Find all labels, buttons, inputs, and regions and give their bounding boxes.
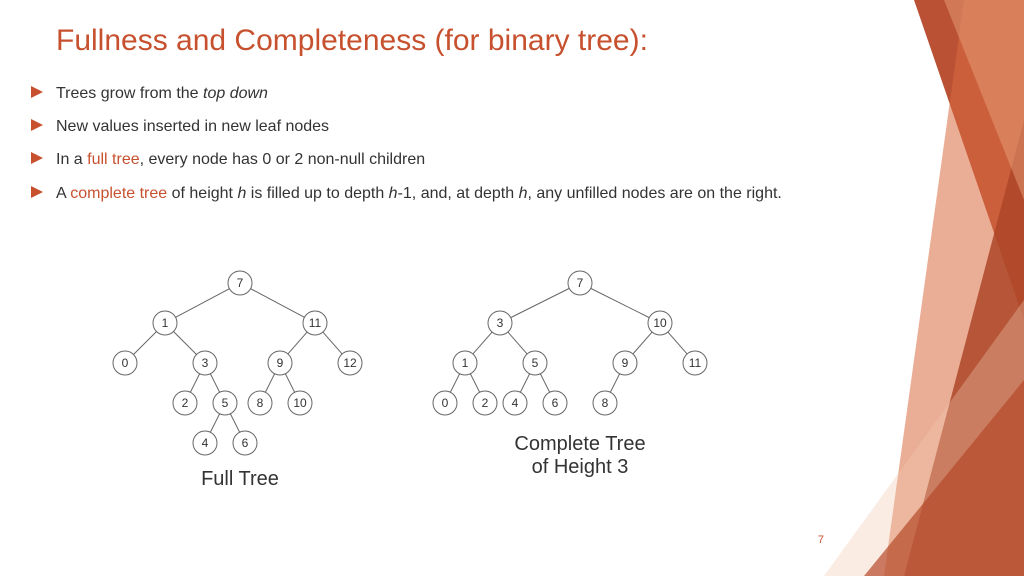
svg-text:7: 7	[237, 276, 244, 290]
svg-text:6: 6	[242, 436, 249, 450]
triangle-bullet-icon	[28, 186, 46, 198]
svg-text:2: 2	[182, 396, 189, 410]
full-tree-diagram: 7111039122581046	[90, 268, 390, 468]
svg-text:0: 0	[442, 396, 449, 410]
svg-text:7: 7	[577, 276, 584, 290]
bullet-list: Trees grow from the top down New values …	[28, 82, 908, 215]
svg-text:12: 12	[343, 356, 357, 370]
triangle-bullet-icon	[28, 86, 46, 98]
svg-text:1: 1	[162, 316, 169, 330]
svg-text:10: 10	[653, 316, 667, 330]
svg-text:2: 2	[482, 396, 489, 410]
svg-text:8: 8	[257, 396, 264, 410]
svg-text:1: 1	[462, 356, 469, 370]
bullet-item: In a full tree, every node has 0 or 2 no…	[28, 148, 908, 171]
svg-text:5: 5	[532, 356, 539, 370]
svg-text:3: 3	[202, 356, 209, 370]
complete-tree-caption: Complete Tree of Height 3	[470, 433, 690, 479]
svg-text:3: 3	[497, 316, 504, 330]
svg-text:5: 5	[222, 396, 229, 410]
svg-text:11: 11	[689, 356, 702, 370]
svg-text:9: 9	[277, 356, 284, 370]
svg-text:4: 4	[202, 436, 209, 450]
bullet-item: A complete tree of height h is filled up…	[28, 182, 908, 205]
slide-title: Fullness and Completeness (for binary tr…	[56, 24, 648, 58]
svg-text:4: 4	[512, 396, 519, 410]
tree-diagrams: 7111039122581046 Full Tree 7310159110246…	[90, 268, 790, 548]
bullet-item: New values inserted in new leaf nodes	[28, 115, 908, 138]
full-tree-caption: Full Tree	[160, 468, 320, 491]
triangle-bullet-icon	[28, 119, 46, 131]
complete-tree-diagram: 7 3 10 1 5 9 11 0 2 4 6 8	[430, 268, 730, 428]
svg-text:0: 0	[122, 356, 129, 370]
svg-text:11: 11	[309, 316, 322, 330]
svg-text:8: 8	[602, 396, 609, 410]
svg-text:10: 10	[293, 396, 307, 410]
svg-text:9: 9	[622, 356, 629, 370]
page-number: 7	[818, 534, 824, 546]
bullet-item: Trees grow from the top down	[28, 82, 908, 105]
triangle-bullet-icon	[28, 152, 46, 164]
svg-text:6: 6	[552, 396, 559, 410]
